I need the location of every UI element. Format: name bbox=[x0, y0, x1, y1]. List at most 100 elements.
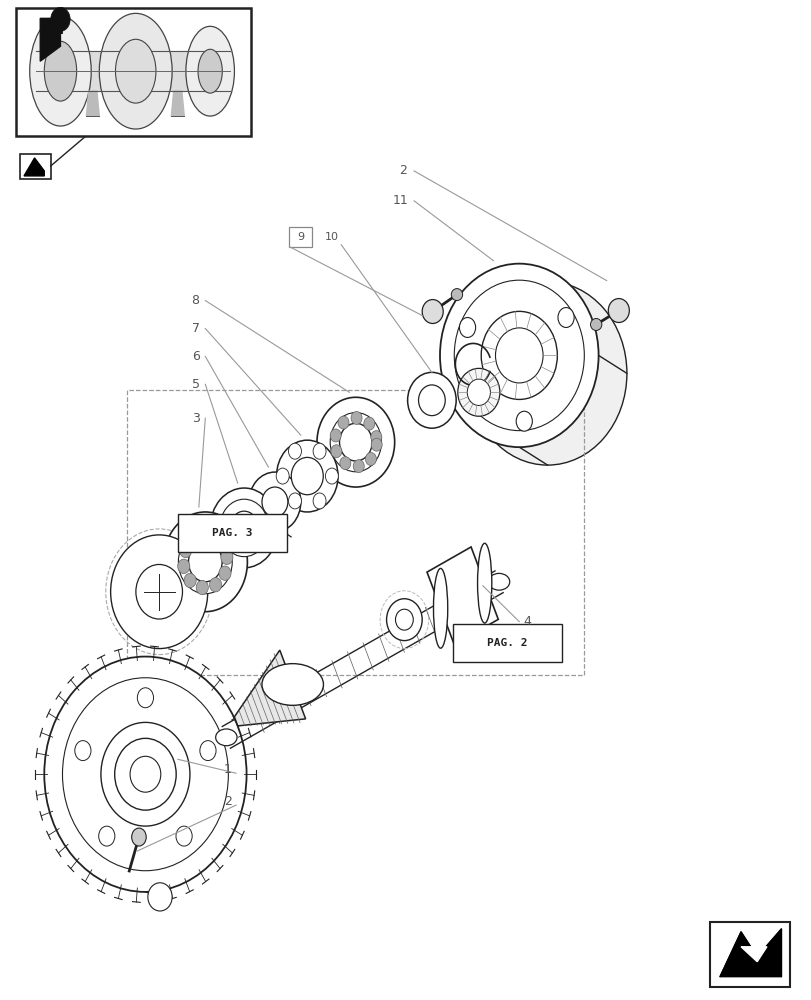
Ellipse shape bbox=[457, 368, 500, 416]
Ellipse shape bbox=[216, 729, 237, 746]
Ellipse shape bbox=[277, 440, 337, 512]
Ellipse shape bbox=[422, 300, 443, 323]
Text: 8: 8 bbox=[191, 294, 200, 307]
Text: 5: 5 bbox=[191, 378, 200, 391]
Ellipse shape bbox=[200, 741, 216, 761]
Ellipse shape bbox=[178, 530, 232, 594]
Polygon shape bbox=[740, 947, 766, 962]
Ellipse shape bbox=[214, 536, 226, 550]
Polygon shape bbox=[36, 51, 230, 91]
Ellipse shape bbox=[135, 564, 182, 619]
Text: PAG. 3: PAG. 3 bbox=[212, 528, 252, 538]
Ellipse shape bbox=[451, 289, 462, 301]
Bar bbox=[710, 922, 788, 987]
Text: 10: 10 bbox=[324, 232, 338, 242]
Ellipse shape bbox=[210, 488, 278, 568]
Ellipse shape bbox=[337, 416, 349, 429]
Ellipse shape bbox=[249, 472, 300, 532]
Ellipse shape bbox=[196, 580, 208, 595]
Ellipse shape bbox=[131, 828, 146, 846]
Ellipse shape bbox=[590, 319, 601, 330]
Polygon shape bbox=[427, 547, 498, 644]
Ellipse shape bbox=[62, 678, 228, 871]
Ellipse shape bbox=[186, 26, 234, 116]
Ellipse shape bbox=[313, 493, 326, 509]
Ellipse shape bbox=[495, 328, 543, 383]
Polygon shape bbox=[719, 929, 780, 977]
Ellipse shape bbox=[198, 49, 222, 93]
Text: 11: 11 bbox=[392, 194, 408, 207]
Ellipse shape bbox=[407, 372, 456, 428]
Ellipse shape bbox=[477, 543, 491, 623]
Ellipse shape bbox=[363, 417, 375, 430]
Ellipse shape bbox=[453, 280, 584, 431]
Ellipse shape bbox=[202, 529, 214, 543]
Ellipse shape bbox=[118, 742, 173, 806]
Ellipse shape bbox=[487, 573, 509, 590]
Ellipse shape bbox=[291, 457, 323, 495]
Ellipse shape bbox=[468, 282, 626, 465]
Bar bbox=[127, 390, 583, 675]
Ellipse shape bbox=[179, 543, 191, 558]
Ellipse shape bbox=[557, 308, 573, 327]
Ellipse shape bbox=[148, 883, 172, 911]
Ellipse shape bbox=[99, 826, 114, 846]
Ellipse shape bbox=[330, 429, 341, 442]
Ellipse shape bbox=[230, 511, 258, 545]
Ellipse shape bbox=[371, 438, 382, 451]
Ellipse shape bbox=[262, 664, 323, 705]
Ellipse shape bbox=[433, 568, 447, 648]
Ellipse shape bbox=[178, 559, 190, 574]
Ellipse shape bbox=[288, 443, 301, 459]
Ellipse shape bbox=[386, 599, 422, 641]
Ellipse shape bbox=[188, 542, 222, 582]
Text: 2: 2 bbox=[398, 164, 406, 177]
Bar bbox=[289, 227, 311, 247]
Ellipse shape bbox=[189, 532, 201, 546]
Ellipse shape bbox=[110, 535, 208, 649]
Ellipse shape bbox=[371, 431, 381, 444]
Text: 9: 9 bbox=[297, 232, 304, 242]
Ellipse shape bbox=[288, 493, 301, 509]
Ellipse shape bbox=[607, 299, 629, 322]
Ellipse shape bbox=[75, 741, 91, 761]
Bar bbox=[453, 624, 561, 662]
Ellipse shape bbox=[221, 550, 233, 565]
Text: 3: 3 bbox=[191, 412, 200, 425]
Ellipse shape bbox=[316, 397, 394, 487]
Polygon shape bbox=[234, 650, 305, 726]
Text: 1: 1 bbox=[224, 763, 232, 776]
Polygon shape bbox=[41, 18, 60, 61]
Ellipse shape bbox=[99, 13, 172, 129]
Text: 2: 2 bbox=[224, 795, 232, 808]
Ellipse shape bbox=[101, 722, 190, 826]
Ellipse shape bbox=[365, 453, 376, 465]
Ellipse shape bbox=[262, 487, 287, 517]
Ellipse shape bbox=[209, 578, 221, 592]
Ellipse shape bbox=[313, 443, 326, 459]
Text: 6: 6 bbox=[191, 350, 200, 363]
Bar bbox=[20, 154, 51, 179]
Ellipse shape bbox=[481, 311, 556, 399]
Ellipse shape bbox=[219, 566, 231, 580]
Ellipse shape bbox=[516, 411, 532, 431]
Ellipse shape bbox=[30, 16, 91, 126]
Ellipse shape bbox=[115, 39, 156, 103]
Ellipse shape bbox=[466, 379, 490, 405]
Polygon shape bbox=[86, 91, 99, 116]
Ellipse shape bbox=[45, 657, 247, 892]
Text: 7: 7 bbox=[191, 322, 200, 335]
Ellipse shape bbox=[276, 468, 289, 484]
Ellipse shape bbox=[350, 411, 362, 424]
Ellipse shape bbox=[353, 460, 364, 473]
Ellipse shape bbox=[339, 423, 371, 461]
Ellipse shape bbox=[184, 573, 196, 588]
Ellipse shape bbox=[340, 457, 350, 470]
Bar bbox=[16, 8, 251, 136]
Ellipse shape bbox=[459, 318, 475, 337]
Ellipse shape bbox=[114, 738, 176, 810]
Ellipse shape bbox=[418, 385, 444, 416]
Ellipse shape bbox=[130, 756, 161, 792]
Ellipse shape bbox=[395, 609, 413, 630]
Text: 4: 4 bbox=[523, 615, 530, 628]
